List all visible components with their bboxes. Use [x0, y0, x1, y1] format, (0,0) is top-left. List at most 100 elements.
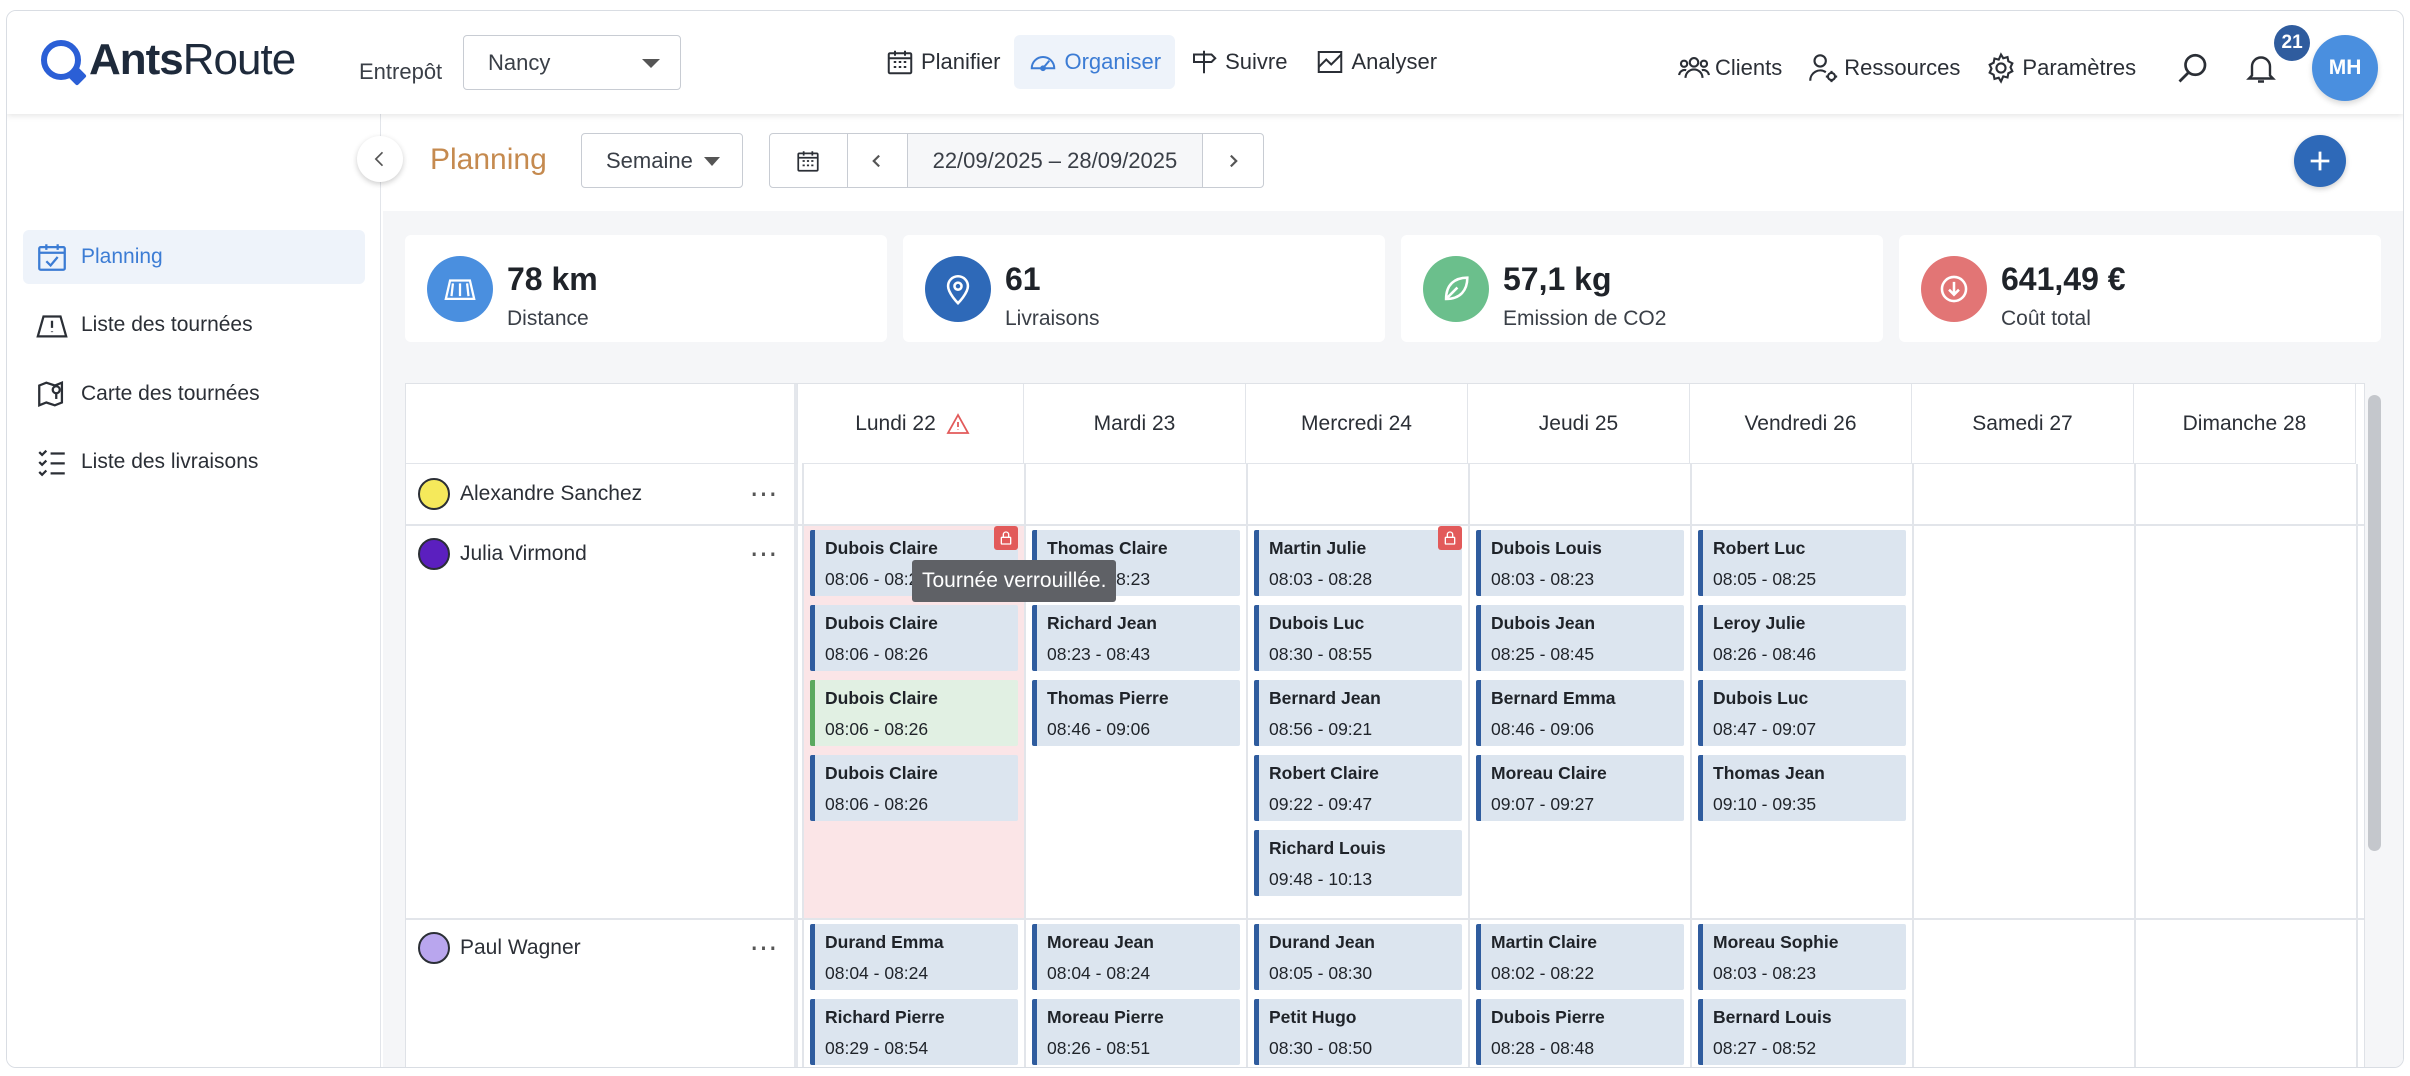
- day-header[interactable]: Lundi 22: [802, 384, 1024, 464]
- tour-card[interactable]: Durand Jean 08:05 - 08:30: [1254, 924, 1462, 990]
- nav-parametres[interactable]: Paramètres: [1972, 41, 2148, 95]
- nav-planifier[interactable]: Planifier: [871, 35, 1014, 89]
- tour-card[interactable]: Moreau Sophie 08:03 - 08:23: [1698, 924, 1906, 990]
- tour-card[interactable]: Dubois Claire 08:06 - 08:26: [810, 755, 1018, 821]
- collapse-sidebar-button[interactable]: [357, 136, 403, 182]
- tour-card[interactable]: Leroy Julie 08:26 - 08:46: [1698, 605, 1906, 671]
- nav-ressources[interactable]: Ressources: [1794, 41, 1972, 95]
- sidebar-item-liste-livraisons[interactable]: Liste des livraisons: [23, 435, 365, 489]
- tour-card-time: 08:30 - 08:50: [1269, 1038, 1373, 1058]
- lock-icon[interactable]: [1438, 526, 1462, 550]
- day-header[interactable]: Samedi 27: [1912, 384, 2134, 464]
- grid-divider: [406, 918, 2364, 920]
- pin-icon: [946, 274, 970, 305]
- nav-analyser[interactable]: Analyser: [1301, 35, 1451, 89]
- tour-card-time: 08:47 - 09:07: [1713, 719, 1817, 739]
- day-header[interactable]: Vendredi 26: [1690, 384, 1912, 464]
- search-button[interactable]: [2166, 41, 2220, 95]
- more-options-icon[interactable]: ⋯: [749, 931, 779, 963]
- tour-card-name: Dubois Jean: [1491, 613, 1596, 633]
- tour-card[interactable]: Thomas Jean 09:10 - 09:35: [1698, 755, 1906, 821]
- chart-icon: [1318, 51, 1343, 73]
- tour-card[interactable]: Moreau Claire 09:07 - 09:27: [1476, 755, 1684, 821]
- top-navbar: AntsRoute Entrepôt Nancy Planifier Organ…: [7, 11, 2403, 114]
- nav-clients-label: Clients: [1715, 55, 1783, 80]
- date-range-display[interactable]: 22/09/2025 – 28/09/2025: [907, 134, 1204, 187]
- nav-suivre[interactable]: Suivre: [1175, 35, 1301, 89]
- calendar-picker-button[interactable]: [770, 134, 848, 187]
- map-pin-icon: [38, 380, 64, 408]
- grid-divider: [406, 524, 2364, 526]
- tour-card[interactable]: Moreau Jean 08:04 - 08:24: [1032, 924, 1240, 990]
- stat-label: Coût total: [2001, 307, 2091, 330]
- map-icon: [444, 279, 476, 301]
- nav-organiser[interactable]: Organiser: [1014, 35, 1176, 89]
- lock-icon[interactable]: [994, 526, 1018, 550]
- previous-week-button[interactable]: [848, 134, 908, 187]
- tour-card-time: 08:23 - 08:43: [1047, 644, 1151, 664]
- nav-clients[interactable]: Clients: [1665, 41, 1794, 95]
- tour-card-time: 08:26 - 08:51: [1047, 1038, 1151, 1058]
- sidebar-item-planning[interactable]: Planning: [23, 230, 365, 284]
- tour-card-name: Dubois Pierre: [1491, 1007, 1605, 1027]
- sidebar-item-label: Liste des tournées: [81, 313, 253, 336]
- tour-card[interactable]: Richard Jean 08:23 - 08:43: [1032, 605, 1240, 671]
- search-icon: [2178, 53, 2207, 83]
- tour-card[interactable]: Dubois Luc 08:30 - 08:55: [1254, 605, 1462, 671]
- stat-icon-circle: [1423, 256, 1489, 322]
- gear-icon: [1988, 52, 2015, 84]
- tour-card[interactable]: Martin Julie 08:03 - 08:28: [1254, 530, 1462, 596]
- tour-card[interactable]: Dubois Jean 08:25 - 08:45: [1476, 605, 1684, 671]
- tour-card[interactable]: Dubois Pierre 08:28 - 08:48: [1476, 999, 1684, 1065]
- tour-card[interactable]: Richard Pierre 08:29 - 08:54: [810, 999, 1018, 1065]
- tour-card[interactable]: Petit Hugo 08:30 - 08:50: [1254, 999, 1462, 1065]
- tour-card[interactable]: Durand Emma 08:04 - 08:24: [810, 924, 1018, 990]
- driver-row-label[interactable]: Paul Wagner: [418, 928, 581, 968]
- driver-row-label[interactable]: Alexandre Sanchez: [418, 474, 642, 514]
- tour-card-name: Martin Claire: [1491, 932, 1597, 952]
- day-header[interactable]: Jeudi 25: [1468, 384, 1690, 464]
- tour-card-time: 08:56 - 09:21: [1269, 719, 1373, 739]
- tour-card[interactable]: Martin Claire 08:02 - 08:22: [1476, 924, 1684, 990]
- tour-card[interactable]: Bernard Emma 08:46 - 09:06: [1476, 680, 1684, 746]
- vertical-scrollbar[interactable]: [2368, 395, 2381, 851]
- driver-row-label[interactable]: Julia Virmond: [418, 534, 587, 574]
- tour-card[interactable]: Richard Louis 09:48 - 10:13: [1254, 830, 1462, 896]
- day-header[interactable]: Mercredi 24: [1246, 384, 1468, 464]
- sidebar-item-liste-tournees[interactable]: Liste des tournées: [23, 298, 365, 352]
- antsroute-logo[interactable]: AntsRoute: [41, 35, 296, 84]
- tour-card[interactable]: Moreau Pierre 08:26 - 08:51: [1032, 999, 1240, 1065]
- nav-organiser-label: Organiser: [1064, 49, 1162, 74]
- day-header[interactable]: Mardi 23: [1024, 384, 1246, 464]
- tour-card-time: 08:04 - 08:24: [1047, 963, 1151, 983]
- next-week-button[interactable]: [1203, 134, 1263, 187]
- grid-divider: [1468, 464, 1470, 1067]
- sidebar-item-carte-tournees[interactable]: Carte des tournées: [23, 367, 365, 421]
- day-header[interactable]: Dimanche 28: [2134, 384, 2356, 464]
- tour-card[interactable]: Dubois Luc 08:47 - 09:07: [1698, 680, 1906, 746]
- driver-color-dot: [418, 538, 450, 570]
- more-options-icon[interactable]: ⋯: [749, 537, 779, 569]
- user-avatar[interactable]: MH: [2312, 35, 2379, 101]
- entrepot-select[interactable]: Nancy: [463, 35, 681, 90]
- tour-card[interactable]: Dubois Claire 08:06 - 08:26: [810, 680, 1018, 746]
- tour-card[interactable]: Bernard Jean 08:56 - 09:21: [1254, 680, 1462, 746]
- tour-card-time: 08:03 - 08:28: [1269, 569, 1373, 589]
- tour-card[interactable]: Robert Claire 09:22 - 09:47: [1254, 755, 1462, 821]
- sidebar: Planning Liste des tournées Carte des to…: [7, 114, 381, 1067]
- add-button[interactable]: [2294, 135, 2346, 187]
- period-select[interactable]: Semaine: [581, 133, 743, 188]
- stat-card-distance: 78 km Distance: [405, 235, 887, 342]
- tour-card[interactable]: Dubois Claire 08:06 - 08:26: [810, 605, 1018, 671]
- tour-card[interactable]: Bernard Louis 08:27 - 08:52: [1698, 999, 1906, 1065]
- tour-card-time: 08:27 - 08:52: [1713, 1038, 1817, 1058]
- tour-card[interactable]: Thomas Pierre 08:46 - 09:06: [1032, 680, 1240, 746]
- tour-card-name: Richard Pierre: [825, 1007, 945, 1027]
- tour-card-time: 09:48 - 10:13: [1269, 869, 1373, 889]
- more-options-icon[interactable]: ⋯: [749, 477, 779, 509]
- notifications-button[interactable]: 21: [2234, 25, 2311, 95]
- tour-card[interactable]: Dubois Louis 08:03 - 08:23: [1476, 530, 1684, 596]
- driver-name: Paul Wagner: [460, 936, 581, 959]
- tour-card[interactable]: Robert Luc 08:05 - 08:25: [1698, 530, 1906, 596]
- notification-count-badge: 21: [2274, 25, 2311, 61]
